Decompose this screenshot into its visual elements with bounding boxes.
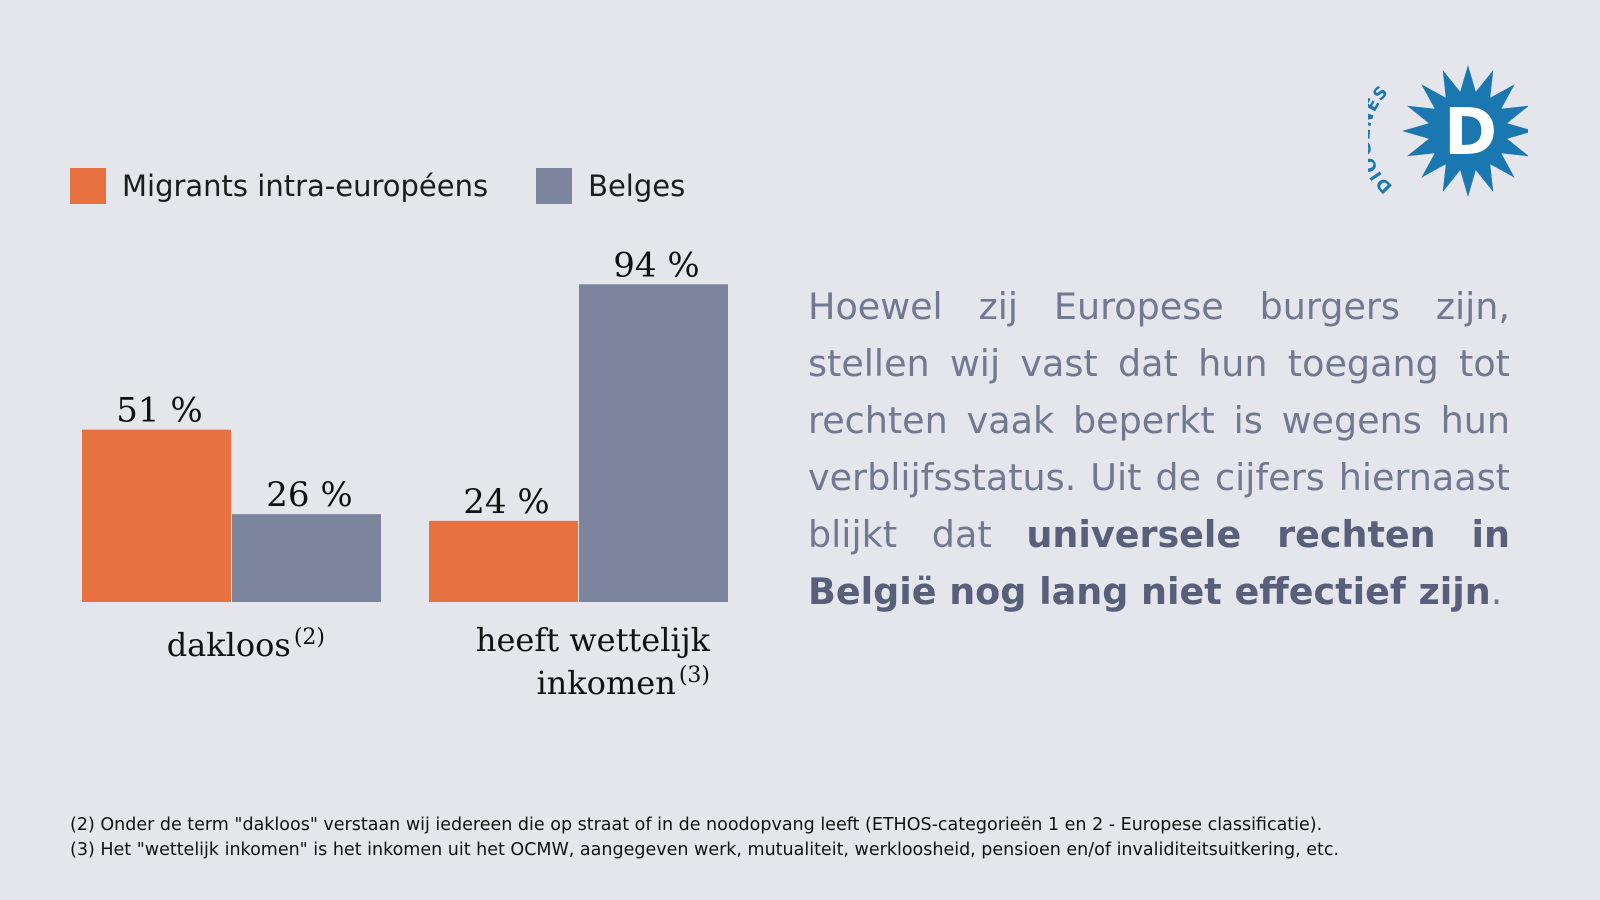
value-label-belges-0: 26 % <box>266 475 352 515</box>
legend-swatch-migrants <box>70 168 106 204</box>
legend-item-belges: Belges <box>536 168 685 204</box>
summary-paragraph: Hoewel zij Europese burgers zijn, stelle… <box>808 278 1510 620</box>
bar-migrants-1 <box>429 520 578 602</box>
category-text-dakloos: dakloos <box>166 626 291 664</box>
footnote-ref-2: (2) <box>293 625 325 650</box>
value-label-migrants-0: 51 % <box>116 391 202 431</box>
category-text-line1: heeft wettelijk <box>475 621 710 659</box>
bar-belges-1 <box>579 284 728 602</box>
paragraph-plain: Hoewel zij Europese burgers zijn, stelle… <box>808 285 1510 556</box>
bar-migrants-0 <box>82 429 231 602</box>
category-label-dakloos: dakloos (2) <box>120 620 325 663</box>
value-label-migrants-1: 24 % <box>463 482 549 522</box>
logo-star-icon <box>1402 65 1528 197</box>
legend-item-migrants: Migrants intra-européens <box>70 168 488 204</box>
value-label-belges-1: 94 % <box>613 245 699 285</box>
footnote-ref-3: (3) <box>678 663 710 688</box>
footnote-2: (2) Onder de term "dakloos" verstaan wij… <box>70 815 1323 835</box>
paragraph-end: . <box>1490 570 1503 613</box>
chart-legend: Migrants intra-européens Belges <box>70 168 733 204</box>
category-label-wettelijk-inkomen: heeft wettelijk inkomen (3) <box>420 622 710 701</box>
diogenes-logo: DIOGENES D <box>1368 65 1528 197</box>
legend-label-migrants: Migrants intra-européens <box>122 169 489 203</box>
footnote-3: (3) Het "wettelijk inkomen" is het inkom… <box>70 840 1340 860</box>
logo-letter: D <box>1444 96 1497 170</box>
legend-label-belges: Belges <box>588 169 686 203</box>
bar-belges-0 <box>232 514 381 602</box>
footnotes: (2) Onder de term "dakloos" verstaan wij… <box>70 813 1339 863</box>
logo-wordmark: DIOGENES <box>1368 82 1396 197</box>
category-text-line2: inkomen <box>536 664 676 702</box>
paragraph-bold: universele rechten in België nog lang ni… <box>808 513 1510 613</box>
legend-swatch-belges <box>536 168 573 204</box>
